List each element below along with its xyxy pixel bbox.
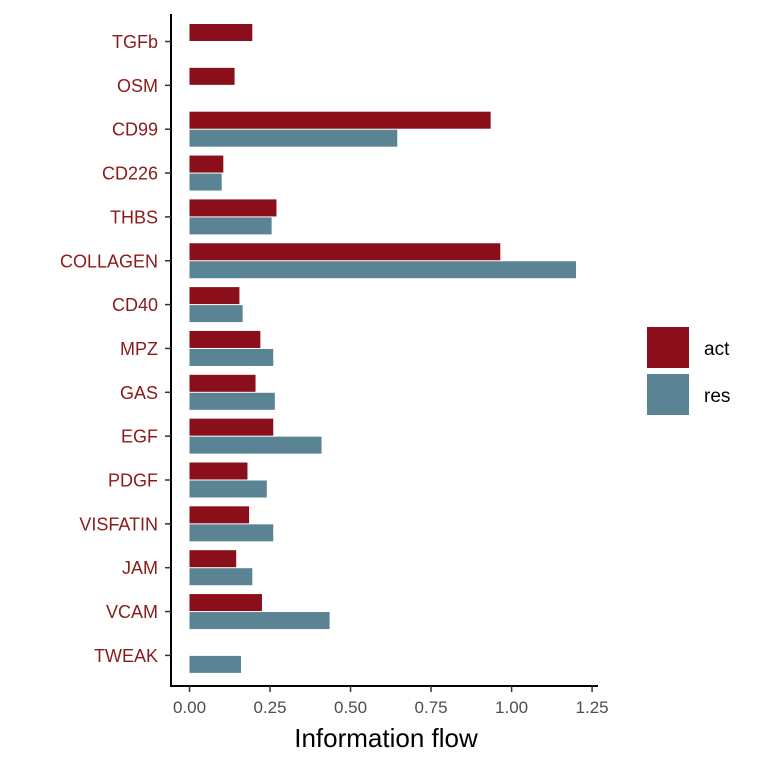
bar-act-cd226 bbox=[189, 155, 224, 173]
y-tick-label: EGF bbox=[121, 427, 158, 447]
x-tick-label: 1.00 bbox=[495, 698, 528, 717]
bar-act-vcam bbox=[189, 594, 262, 612]
bar-act-pdgf bbox=[189, 462, 248, 480]
bar-res-mpz bbox=[189, 348, 274, 366]
y-tick-label: OSM bbox=[117, 76, 158, 96]
bar-act-cd40 bbox=[189, 287, 240, 305]
bar-res-pdgf bbox=[189, 480, 267, 498]
x-axis: 0.00 0.25 0.50 0.75 1.00 1.25 bbox=[170, 685, 609, 717]
bar-act-gas bbox=[189, 374, 256, 392]
x-tick-label: 0.25 bbox=[253, 698, 286, 717]
bar-res-jam bbox=[189, 568, 253, 586]
bar-res-visfatin bbox=[189, 524, 274, 542]
bar-res-cd99 bbox=[189, 129, 398, 147]
x-tick-label: 0.50 bbox=[334, 698, 367, 717]
bar-res-thbs bbox=[189, 217, 272, 235]
bar-act-tgfb bbox=[189, 24, 253, 41]
y-tick-label: CD99 bbox=[112, 120, 158, 140]
bar-res-tweak bbox=[189, 655, 242, 673]
bar-act-thbs bbox=[189, 199, 277, 217]
y-tick-label: GAS bbox=[120, 383, 158, 403]
bar-act-osm bbox=[189, 67, 235, 85]
bar-res-egf bbox=[189, 436, 322, 454]
y-tick-label: MPZ bbox=[120, 339, 158, 359]
bar-act-cd99 bbox=[189, 111, 491, 129]
y-tick-label: VISFATIN bbox=[79, 514, 158, 534]
bar-res-vcam bbox=[189, 612, 330, 630]
bar-act-visfatin bbox=[189, 506, 250, 524]
bar-res-cd226 bbox=[189, 173, 222, 191]
bar-act-egf bbox=[189, 418, 274, 436]
bar-res-collagen bbox=[189, 261, 576, 279]
bars-group bbox=[189, 24, 576, 673]
legend-label-act: act bbox=[704, 339, 730, 360]
bar-res-gas bbox=[189, 392, 275, 410]
bar-res-cd40 bbox=[189, 305, 243, 323]
x-tick-label: 0.75 bbox=[415, 698, 448, 717]
y-tick-label: VCAM bbox=[106, 602, 158, 622]
y-axis: TGFb OSM CD99 CD226 THBS COLLAGEN CD40 MPZ GAS EG… bbox=[60, 14, 172, 687]
y-tick-label: TGFb bbox=[112, 32, 158, 52]
bar-act-jam bbox=[189, 550, 237, 568]
bar-act-mpz bbox=[189, 330, 261, 348]
x-tick-label: 1.25 bbox=[576, 698, 609, 717]
y-tick-label: TWEAK bbox=[94, 646, 158, 666]
y-tick-label: THBS bbox=[110, 207, 158, 227]
y-tick-label: PDGF bbox=[108, 471, 158, 491]
legend-key-act bbox=[647, 327, 689, 368]
y-tick-label: CD40 bbox=[112, 295, 158, 315]
y-tick-label: COLLAGEN bbox=[60, 251, 158, 271]
legend-label-res: res bbox=[704, 386, 730, 407]
y-tick-label: CD226 bbox=[102, 164, 158, 184]
bar-act-collagen bbox=[189, 243, 501, 261]
legend-key-res bbox=[647, 374, 689, 415]
x-tick-label: 0.00 bbox=[173, 698, 206, 717]
x-axis-title: Information flow bbox=[294, 723, 478, 753]
y-tick-label: JAM bbox=[122, 558, 158, 578]
legend: act res bbox=[647, 327, 730, 415]
